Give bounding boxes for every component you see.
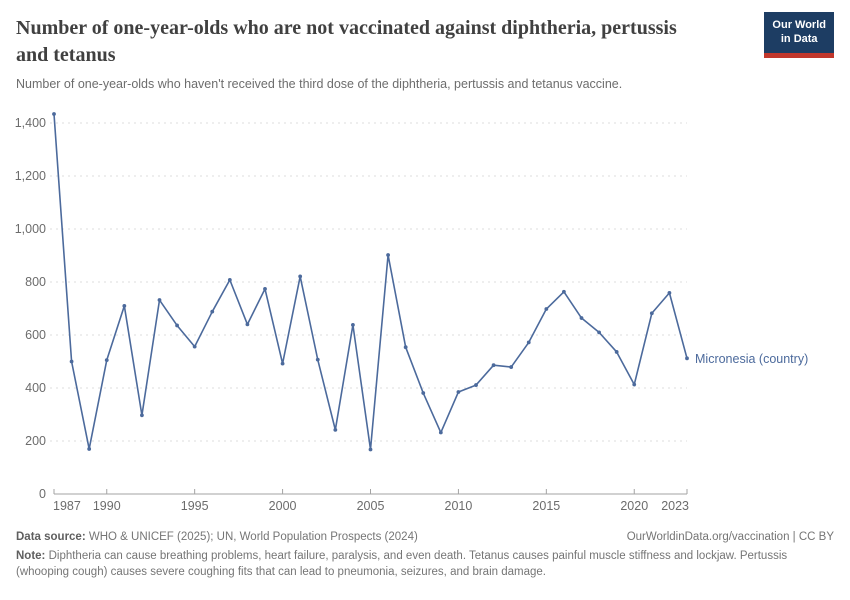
x-axis-tick-label: 2015 [532,499,560,513]
data-point [122,303,127,308]
data-point [333,427,338,432]
data-source: Data source: WHO & UNICEF (2025); UN, Wo… [16,531,418,543]
x-axis-tick-label: 2023 [661,499,689,513]
data-point [351,323,355,327]
page-title: Number of one-year-olds who are not vacc… [16,17,677,66]
data-point [438,430,443,435]
y-axis-tick-label: 1,000 [15,222,46,236]
data-point [632,382,637,387]
x-axis-tick-label: 2005 [357,499,385,513]
owid-logo-line1: Our World [772,19,826,31]
x-axis-tick-label: 1990 [93,499,121,513]
data-point [192,344,197,349]
data-point [474,383,478,387]
data-point [526,340,531,345]
owid-logo-line2: in Data [780,33,818,46]
series-line [53,113,688,451]
y-axis-tick-label: 1,200 [15,169,46,183]
chart-footer: Data source: WHO & UNICEF (2025); UN, Wo… [16,531,834,580]
data-point [210,309,215,314]
data-source-label: Data source: [16,531,86,543]
x-axis-tick-label: 1987 [53,499,81,513]
attribution-link[interactable]: OurWorldinData.org/vaccination | CC BY [626,531,834,543]
data-point [368,447,373,452]
source-row: Data source: WHO & UNICEF (2025); UN, Wo… [16,531,834,543]
data-point [456,390,461,394]
x-axis-tick-label: 2000 [269,499,297,513]
series-label: Micronesia (country) [695,352,808,366]
data-point [227,277,232,282]
y-axis-tick-label: 0 [39,487,46,501]
owid-logo[interactable]: Our World in Data [764,12,834,58]
data-point [579,316,584,320]
data-point [104,358,109,363]
data-point [562,289,566,294]
data-source-text: WHO & UNICEF (2025); UN, World Populatio… [85,531,418,543]
data-point [649,311,654,316]
chart-subtitle: Number of one-year-olds who haven't rece… [16,77,623,91]
x-axis-tick-label: 2010 [445,499,473,513]
data-point [69,359,74,364]
data-point [157,298,162,302]
data-point [245,322,250,327]
data-point [298,274,303,279]
data-point [175,323,179,328]
data-point [52,112,56,116]
data-point [87,447,92,451]
data-point [280,361,285,366]
data-point [421,391,426,395]
data-point [403,345,408,350]
data-point [263,286,267,291]
y-axis-tick-label: 400 [25,381,46,395]
data-point [614,350,619,354]
y-axis-tick-label: 1,400 [15,116,46,130]
note-label: Note: [16,550,46,562]
data-point [386,253,390,257]
y-axis-tick-label: 200 [25,434,46,448]
line-chart: 0 200 400 600 800 1,000 1,200 1,400 1987 1990 1995… [15,112,808,513]
chart-note: Note: Diphtheria can cause breathing pro… [16,548,834,580]
note-text: Diphtheria can cause breathing problems,… [16,550,788,579]
data-point [491,363,496,368]
x-axis-tick-label: 2020 [620,499,648,513]
data-point [597,330,601,335]
y-axis-tick-label: 600 [25,328,46,342]
data-point [315,357,320,362]
x-axis-tick-label: 1995 [181,499,209,513]
y-axis-tick-label: 800 [25,275,46,289]
data-point [667,290,672,295]
data-point [685,356,689,361]
data-point [140,413,144,418]
data-point [544,307,549,311]
data-point [509,365,514,369]
